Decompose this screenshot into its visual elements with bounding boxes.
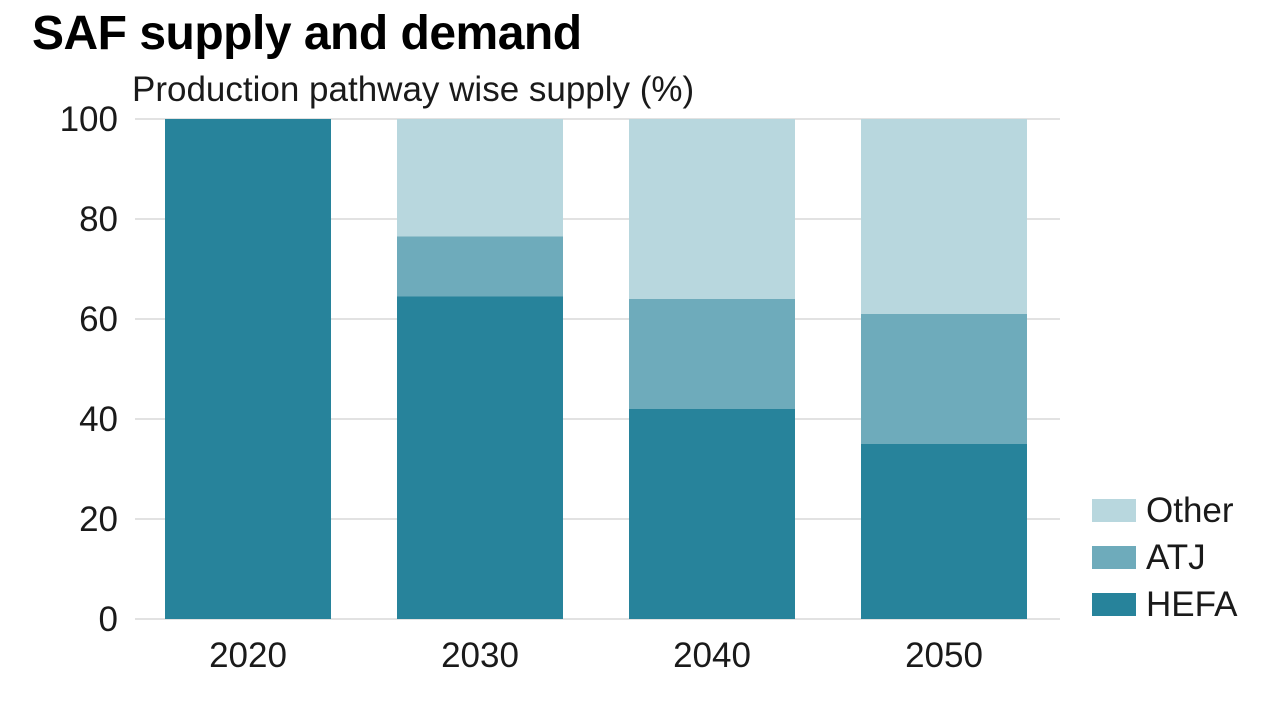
- y-tick-label: 40: [79, 400, 118, 439]
- y-axis-ticks: 0 20 40 60 80 100: [60, 100, 118, 639]
- bar-other-2030: [397, 119, 563, 237]
- legend-swatch-atj: [1092, 546, 1136, 569]
- chart-title: SAF supply and demand: [32, 7, 582, 60]
- legend-label-atj: ATJ: [1146, 537, 1206, 577]
- bar-hefa-2050: [861, 444, 1027, 619]
- x-tick-label: 2040: [673, 636, 751, 675]
- bar-other-2040: [629, 119, 795, 299]
- x-tick-label: 2020: [209, 636, 287, 675]
- legend-item-atj: ATJ: [1092, 534, 1237, 581]
- legend-item-other: Other: [1092, 487, 1237, 534]
- y-tick-label: 60: [79, 300, 118, 339]
- legend: Other ATJ HEFA: [1092, 487, 1237, 628]
- y-tick-label: 100: [60, 100, 118, 139]
- bar-hefa-2020: [165, 119, 331, 619]
- y-tick-label: 0: [99, 600, 118, 639]
- bar-other-2050: [861, 119, 1027, 314]
- legend-swatch-other: [1092, 499, 1136, 522]
- x-tick-label: 2030: [441, 636, 519, 675]
- y-tick-label: 80: [79, 200, 118, 239]
- legend-label-hefa: HEFA: [1146, 584, 1238, 624]
- bar-atj-2030: [397, 236, 563, 297]
- bar-hefa-2030: [397, 296, 563, 619]
- legend-item-hefa: HEFA: [1092, 581, 1237, 628]
- legend-swatch-hefa: [1092, 593, 1136, 616]
- bars: [165, 119, 1027, 619]
- chart-subtitle: Production pathway wise supply (%): [132, 70, 695, 109]
- legend-label-other: Other: [1146, 490, 1234, 530]
- bar-atj-2050: [861, 314, 1027, 444]
- x-axis-ticks: 2020 2030 2040 2050: [209, 636, 983, 675]
- bar-atj-2040: [629, 299, 795, 409]
- y-tick-label: 20: [79, 500, 118, 539]
- bar-hefa-2040: [629, 409, 795, 619]
- x-tick-label: 2050: [905, 636, 983, 675]
